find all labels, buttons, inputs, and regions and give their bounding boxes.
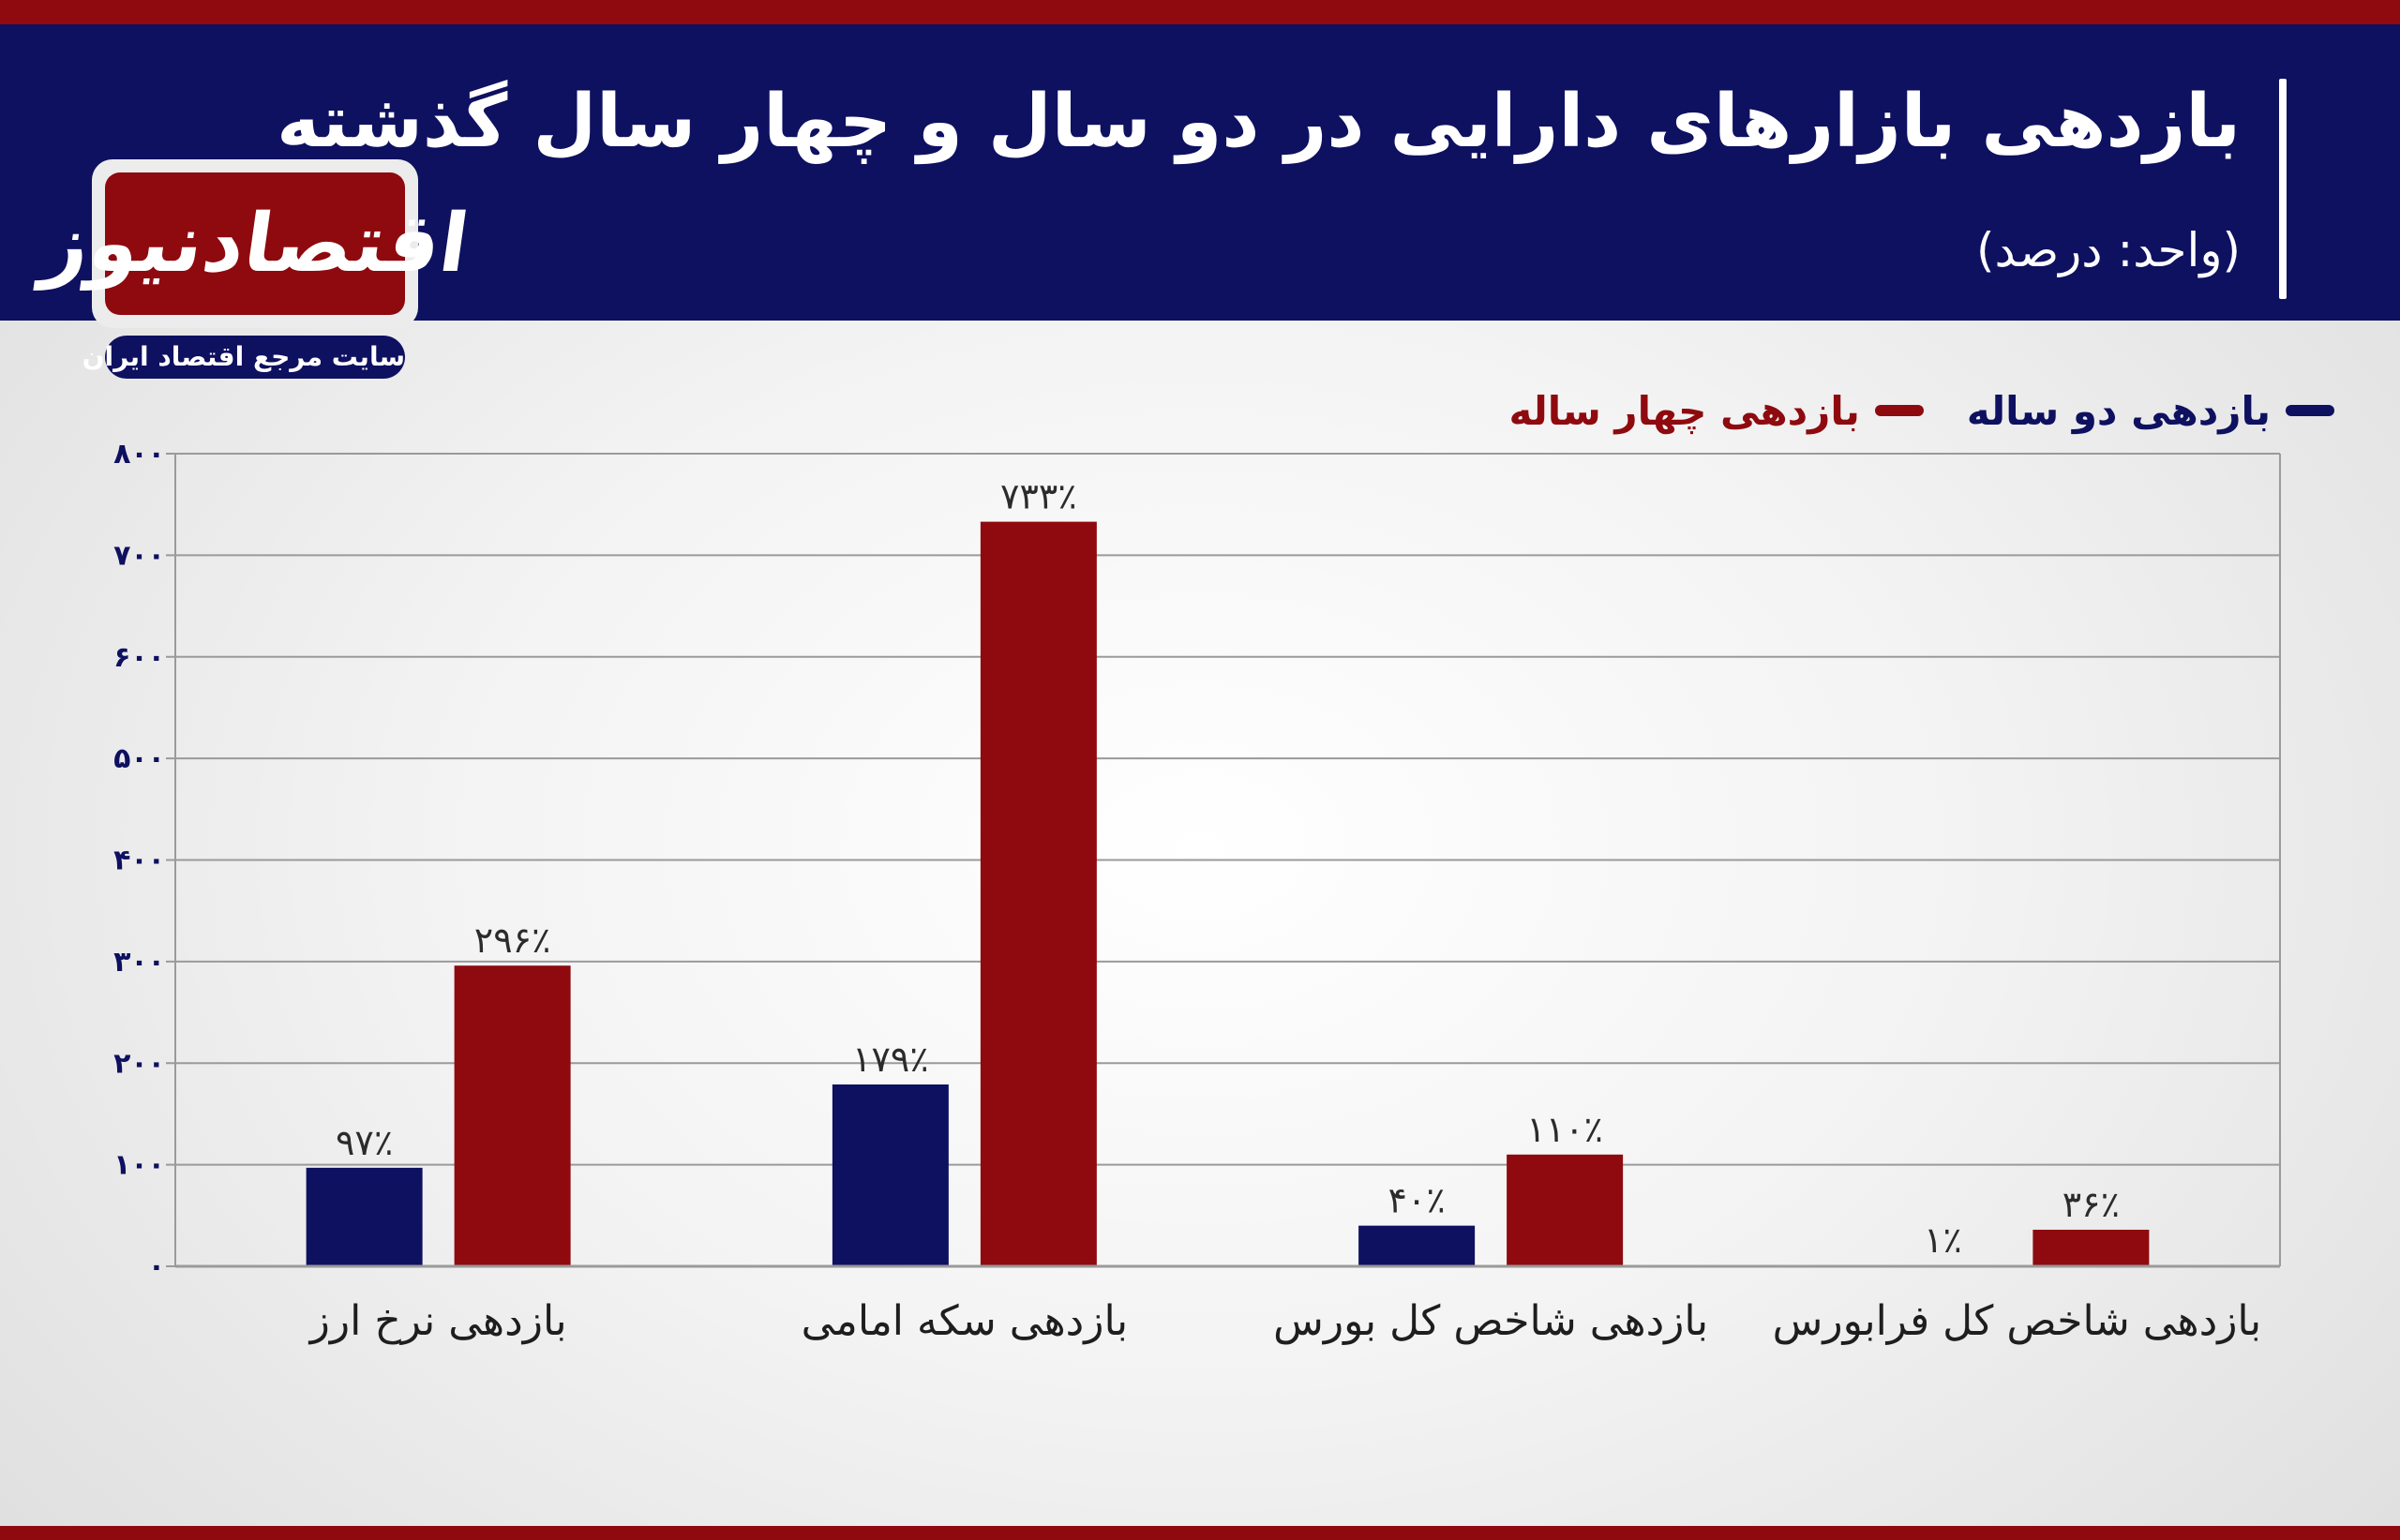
bar-four-year xyxy=(980,521,1097,1266)
data-label: ۷۳۳٪ xyxy=(1000,476,1077,517)
y-tick-label: ۵۰۰ xyxy=(113,742,165,775)
legend-item-four-year: بازدهی چهار ساله xyxy=(1509,388,1924,434)
chart-legend: بازدهی دو ساله بازدهی چهار ساله xyxy=(1466,382,2334,439)
data-label: ۹۷٪ xyxy=(336,1122,393,1163)
unit-subtitle: (واحد: درصد) xyxy=(1975,223,2241,277)
title-divider xyxy=(2279,79,2287,299)
brand-tagline: سایت مرجع اقتصاد ایران xyxy=(82,336,405,379)
x-category-label: بازدهی شاخص کل بورس xyxy=(1273,1297,1708,1345)
page-title: بازدهی بازارهای دارایی در دو سال و چهار … xyxy=(277,80,2241,164)
legend-swatch-four-year xyxy=(1874,405,1924,416)
bar-two-year xyxy=(1358,1225,1476,1266)
y-tick-label: ۱۰۰ xyxy=(113,1149,165,1182)
y-tick-label: ۳۰۰ xyxy=(113,946,165,979)
data-label: ۳۶٪ xyxy=(2062,1184,2120,1225)
y-tick-label: ۷۰۰ xyxy=(113,539,165,572)
y-tick-label: ۴۰۰ xyxy=(113,845,165,877)
y-tick-label: ۸۰۰ xyxy=(113,438,165,471)
brand-logo: اقتصادنیوز xyxy=(37,159,473,328)
data-label: ۴۰٪ xyxy=(1388,1180,1446,1221)
data-label: ۱۱۰٪ xyxy=(1526,1109,1603,1150)
bar-four-year xyxy=(1507,1154,1624,1266)
y-tick-label: ۰ xyxy=(148,1250,165,1283)
bar-four-year xyxy=(454,965,571,1266)
legend-label-four-year: بازدهی چهار ساله xyxy=(1508,387,1860,434)
data-label: ۱٪ xyxy=(1924,1219,1962,1261)
legend-label-two-year: بازدهی دو ساله xyxy=(1966,387,2271,434)
x-category-label: بازدهی سکه امامی xyxy=(802,1297,1129,1345)
y-tick-label: ۲۰۰ xyxy=(113,1047,165,1080)
bar-two-year xyxy=(832,1084,949,1266)
brand-logo-badge: اقتصادنیوز xyxy=(37,172,473,315)
bar-four-year xyxy=(2032,1229,2150,1266)
x-category-label: بازدهی نرخ ارز xyxy=(308,1297,567,1345)
x-category-label: بازدهی شاخص کل فرابورس xyxy=(1773,1297,2261,1345)
bottom-accent-stripe xyxy=(0,1526,2400,1540)
top-accent-stripe xyxy=(0,0,2400,24)
bar-two-year xyxy=(306,1167,423,1266)
legend-swatch-two-year xyxy=(2286,405,2334,416)
legend-item-two-year: بازدهی دو ساله xyxy=(1967,388,2334,434)
data-label: ۲۹۶٪ xyxy=(474,920,551,961)
y-tick-label: ۶۰۰ xyxy=(113,641,165,674)
data-label: ۱۷۹٪ xyxy=(852,1039,929,1080)
